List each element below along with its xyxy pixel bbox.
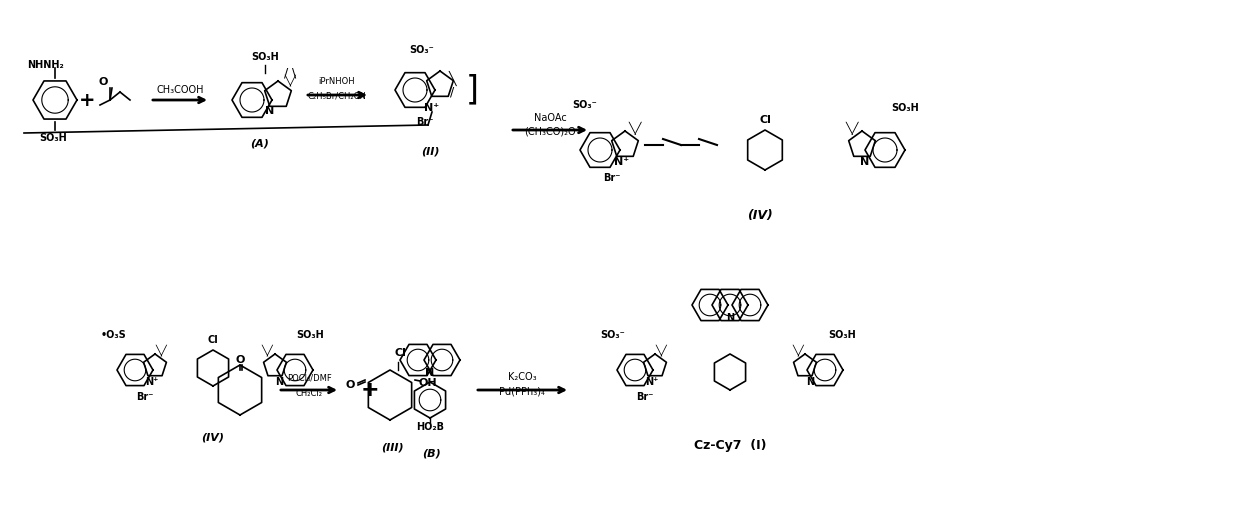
Text: Br⁻: Br⁻	[636, 392, 653, 402]
Text: Cl: Cl	[207, 335, 218, 345]
Text: ╲╱: ╲╱	[262, 344, 273, 356]
Text: ╲╱: ╲╱	[284, 74, 296, 86]
Text: OH: OH	[419, 378, 438, 388]
Text: N: N	[861, 157, 869, 167]
Text: ╲: ╲	[448, 71, 456, 85]
Text: Cl: Cl	[394, 348, 405, 358]
Text: K₂CO₃: K₂CO₃	[507, 372, 537, 382]
Text: NHNH₂: NHNH₂	[26, 60, 63, 70]
Text: SO₃⁻: SO₃⁻	[573, 100, 598, 110]
Text: SO₃H: SO₃H	[892, 103, 919, 113]
Text: O: O	[236, 355, 244, 365]
Text: C₂H₅Br/CH₂CN: C₂H₅Br/CH₂CN	[308, 92, 367, 101]
Text: POCl₃/DMF: POCl₃/DMF	[286, 374, 331, 383]
Text: ╲╱: ╲╱	[792, 344, 804, 356]
Text: /: /	[284, 66, 288, 80]
Text: (IV): (IV)	[201, 433, 224, 443]
Text: (CH₃CO)₂O: (CH₃CO)₂O	[525, 127, 575, 137]
Text: Br⁻: Br⁻	[604, 173, 621, 183]
Text: (II): (II)	[420, 147, 439, 157]
Text: +: +	[79, 91, 95, 110]
Text: SO₃H: SO₃H	[296, 330, 324, 340]
Text: N⁺: N⁺	[645, 377, 658, 387]
Text: SO₃⁻: SO₃⁻	[409, 45, 434, 55]
Text: (B): (B)	[423, 448, 441, 458]
Text: N⁺: N⁺	[615, 157, 630, 167]
Text: O: O	[98, 77, 108, 87]
Text: N: N	[425, 368, 435, 378]
Text: (A): (A)	[250, 138, 269, 148]
Text: N: N	[806, 377, 815, 387]
Text: \: \	[291, 66, 296, 80]
Text: O: O	[345, 380, 355, 390]
Text: N⁺: N⁺	[145, 377, 159, 387]
Text: N: N	[265, 106, 274, 116]
Text: (III): (III)	[381, 442, 403, 452]
Text: SO₃⁻: SO₃⁻	[600, 330, 625, 340]
Text: Cl: Cl	[759, 115, 771, 125]
Text: ╲╱: ╲╱	[655, 344, 667, 356]
Text: SO₃H: SO₃H	[40, 133, 67, 143]
Text: N: N	[725, 313, 734, 323]
Text: Cz-Cy7  (I): Cz-Cy7 (I)	[693, 438, 766, 452]
Text: Br⁻: Br⁻	[417, 117, 434, 127]
Text: Br⁻: Br⁻	[136, 392, 154, 402]
Text: N: N	[275, 377, 283, 387]
Text: SO₃H: SO₃H	[252, 52, 279, 62]
Text: ╲╱: ╲╱	[629, 122, 642, 134]
Text: CH₃COOH: CH₃COOH	[156, 85, 203, 95]
Text: NaOAc: NaOAc	[533, 113, 567, 123]
Text: HO₂B: HO₂B	[415, 422, 444, 432]
Text: iPrNHOH: iPrNHOH	[319, 77, 356, 86]
Text: /: /	[450, 85, 454, 99]
Text: ╲╱: ╲╱	[155, 344, 167, 356]
Text: CH₂Cl₂: CH₂Cl₂	[295, 388, 322, 397]
Text: (IV): (IV)	[748, 209, 773, 221]
Text: N⁺: N⁺	[424, 103, 439, 113]
Text: SO₃H: SO₃H	[828, 330, 856, 340]
Text: •O₃S: •O₃S	[100, 330, 126, 340]
Text: ╲╱: ╲╱	[846, 122, 859, 134]
Text: ]: ]	[465, 73, 479, 106]
Text: Pd(PPh₃)₄: Pd(PPh₃)₄	[498, 387, 544, 397]
Text: +: +	[361, 380, 379, 400]
